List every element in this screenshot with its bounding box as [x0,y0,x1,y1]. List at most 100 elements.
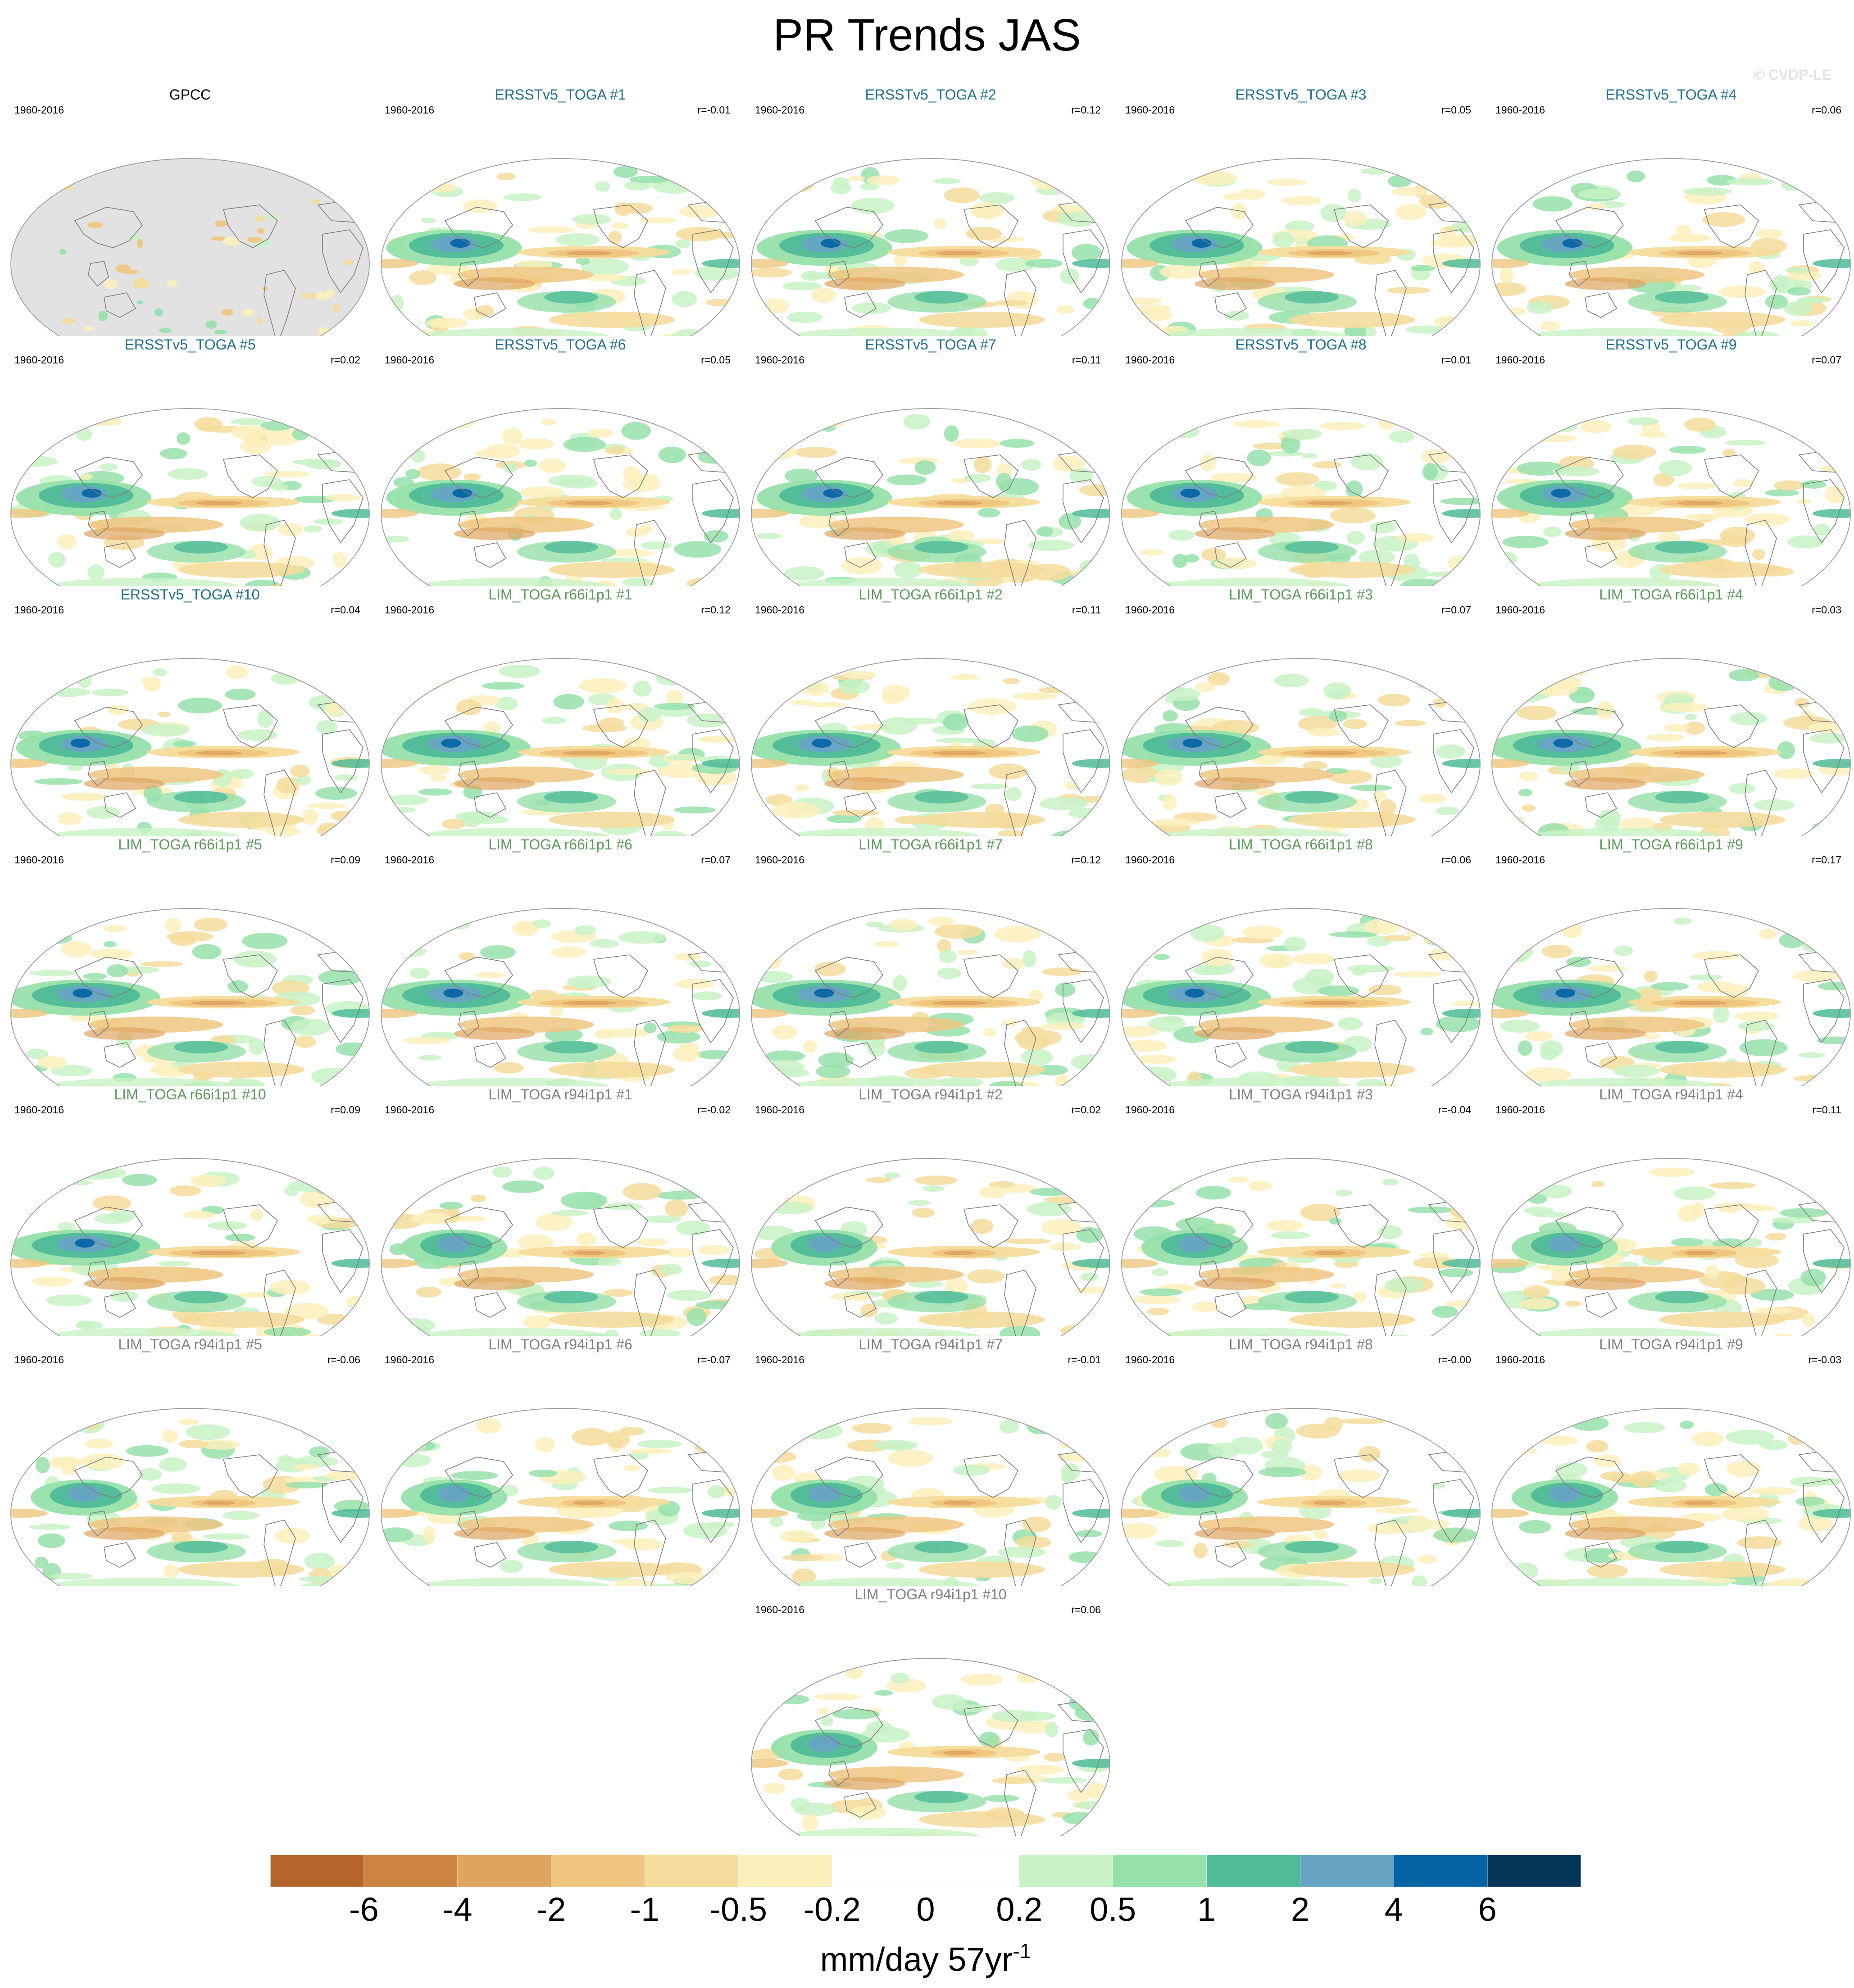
trend-patch [1352,967,1368,976]
trend-patch [408,681,440,691]
trend-patch [169,1185,201,1196]
globe-outline [1121,658,1481,836]
panel-period: 1960-2016 [14,104,64,116]
trend-patch [126,1445,169,1457]
globe-outline [10,408,370,586]
robinson-map [10,658,370,836]
trend-patch [1282,428,1322,440]
trend-patch [186,1424,230,1440]
trend-patch [225,688,256,700]
coastline [1004,770,1036,836]
trend-patch [943,1501,976,1505]
globe-outline [1121,1158,1481,1336]
trend-patch [1041,1219,1082,1235]
trend-patch [1808,724,1829,731]
trend-patch [692,991,723,1001]
trend-patch [1751,1289,1794,1301]
coastline [1185,707,1254,748]
trend-patch [1655,1041,1709,1053]
trend-patch [937,967,962,979]
colorbar-tick-label: -1 [630,1891,660,1928]
colorbar-swatches [270,1855,1581,1887]
trend-patch [1460,1310,1477,1321]
trend-patch [1753,1307,1795,1314]
trend-patch [682,675,696,691]
trend-patch [1068,808,1110,819]
trend-patch [919,1312,1045,1328]
trend-patch [158,1261,191,1266]
trend-patch [519,486,565,499]
coastline [1704,704,1759,748]
coastline [322,979,364,1044]
trend-patch [860,1304,878,1318]
robinson-map [1491,908,1851,1086]
colorbar-labels: -6 -4 -2 -1 -0.5 -0.2 0 0.2 0.5 1 2 4 6 [270,1892,1581,1928]
colorbar-swatch [364,1855,458,1887]
trend-field [1122,1413,1480,1586]
coastline [88,261,109,287]
trend-patch [1320,204,1347,222]
trend-patch [414,1578,612,1586]
panel-title: ERSSTv5_TOGA #6 [495,336,626,353]
trend-patch [1079,1427,1097,1444]
trend-patch [1155,1540,1185,1548]
trend-patch [1561,922,1582,939]
panel-period: 1960-2016 [1495,604,1545,616]
trend-patch [1684,513,1723,520]
trend-patch [1289,312,1415,328]
coastline [474,542,507,568]
trend-patch [919,1062,1045,1078]
trend-patch [83,973,107,980]
trend-patch [539,458,566,473]
coastline [1185,1457,1254,1498]
trend-patch [1368,1522,1412,1534]
coastline [814,207,884,248]
trend-patch [164,917,182,933]
colorbar-tick-label: 6 [1478,1891,1497,1928]
trend-patch [231,425,268,440]
coastline [1569,1261,1590,1287]
trend-patch [1492,1509,1529,1518]
trend-patch [1728,783,1755,794]
trend-patch [1813,509,1850,518]
trend-patch [1728,669,1760,682]
trend-patch [1659,1561,1786,1578]
trend-patch [1122,1259,1159,1268]
map-panel: ERSSTv5_TOGA #4 1960-2016 r=0.06 [1488,86,1854,336]
trend-patch [1395,204,1427,221]
trend-patch [756,1326,794,1333]
trend-patch [812,739,832,748]
trend-patch [482,682,525,690]
trend-patch [1786,267,1811,273]
map-panel: LIM_TOGA r66i1p1 #1 1960-2016 r=0.12 [377,586,743,836]
trend-patch [1210,472,1257,483]
coastline [1803,229,1845,294]
colorbar-swatch [1394,1855,1488,1887]
trend-patch [764,298,789,313]
robinson-map [751,658,1110,836]
trend-patch [1684,1251,1716,1255]
trend-patch [1363,918,1401,935]
panel-period: 1960-2016 [755,354,804,366]
trend-patch [944,425,959,442]
trend-patch [43,578,241,586]
trend-patch [644,1022,657,1033]
coastline [264,1020,296,1086]
trend-patch [1274,673,1309,687]
trend-patch [1149,1448,1171,1458]
coastline [593,1454,648,1498]
panel-correlation: r=0.07 [1441,604,1471,616]
trend-patch [1492,1009,1529,1018]
trend-patch [87,564,105,581]
trend-patch [292,458,341,466]
trend-patch [696,770,737,786]
trend-patch [1450,1202,1478,1219]
trend-patch [1395,720,1426,726]
trend-patch [1368,1577,1382,1585]
panel-correlation: r=-0.02 [697,1104,731,1116]
map-panel: ERSSTv5_TOGA #10 1960-2016 r=0.04 [7,586,373,836]
trend-patch [1048,1243,1081,1251]
coastline [74,1207,143,1248]
trend-patch [1337,1469,1381,1482]
trend-patch [1800,480,1827,489]
